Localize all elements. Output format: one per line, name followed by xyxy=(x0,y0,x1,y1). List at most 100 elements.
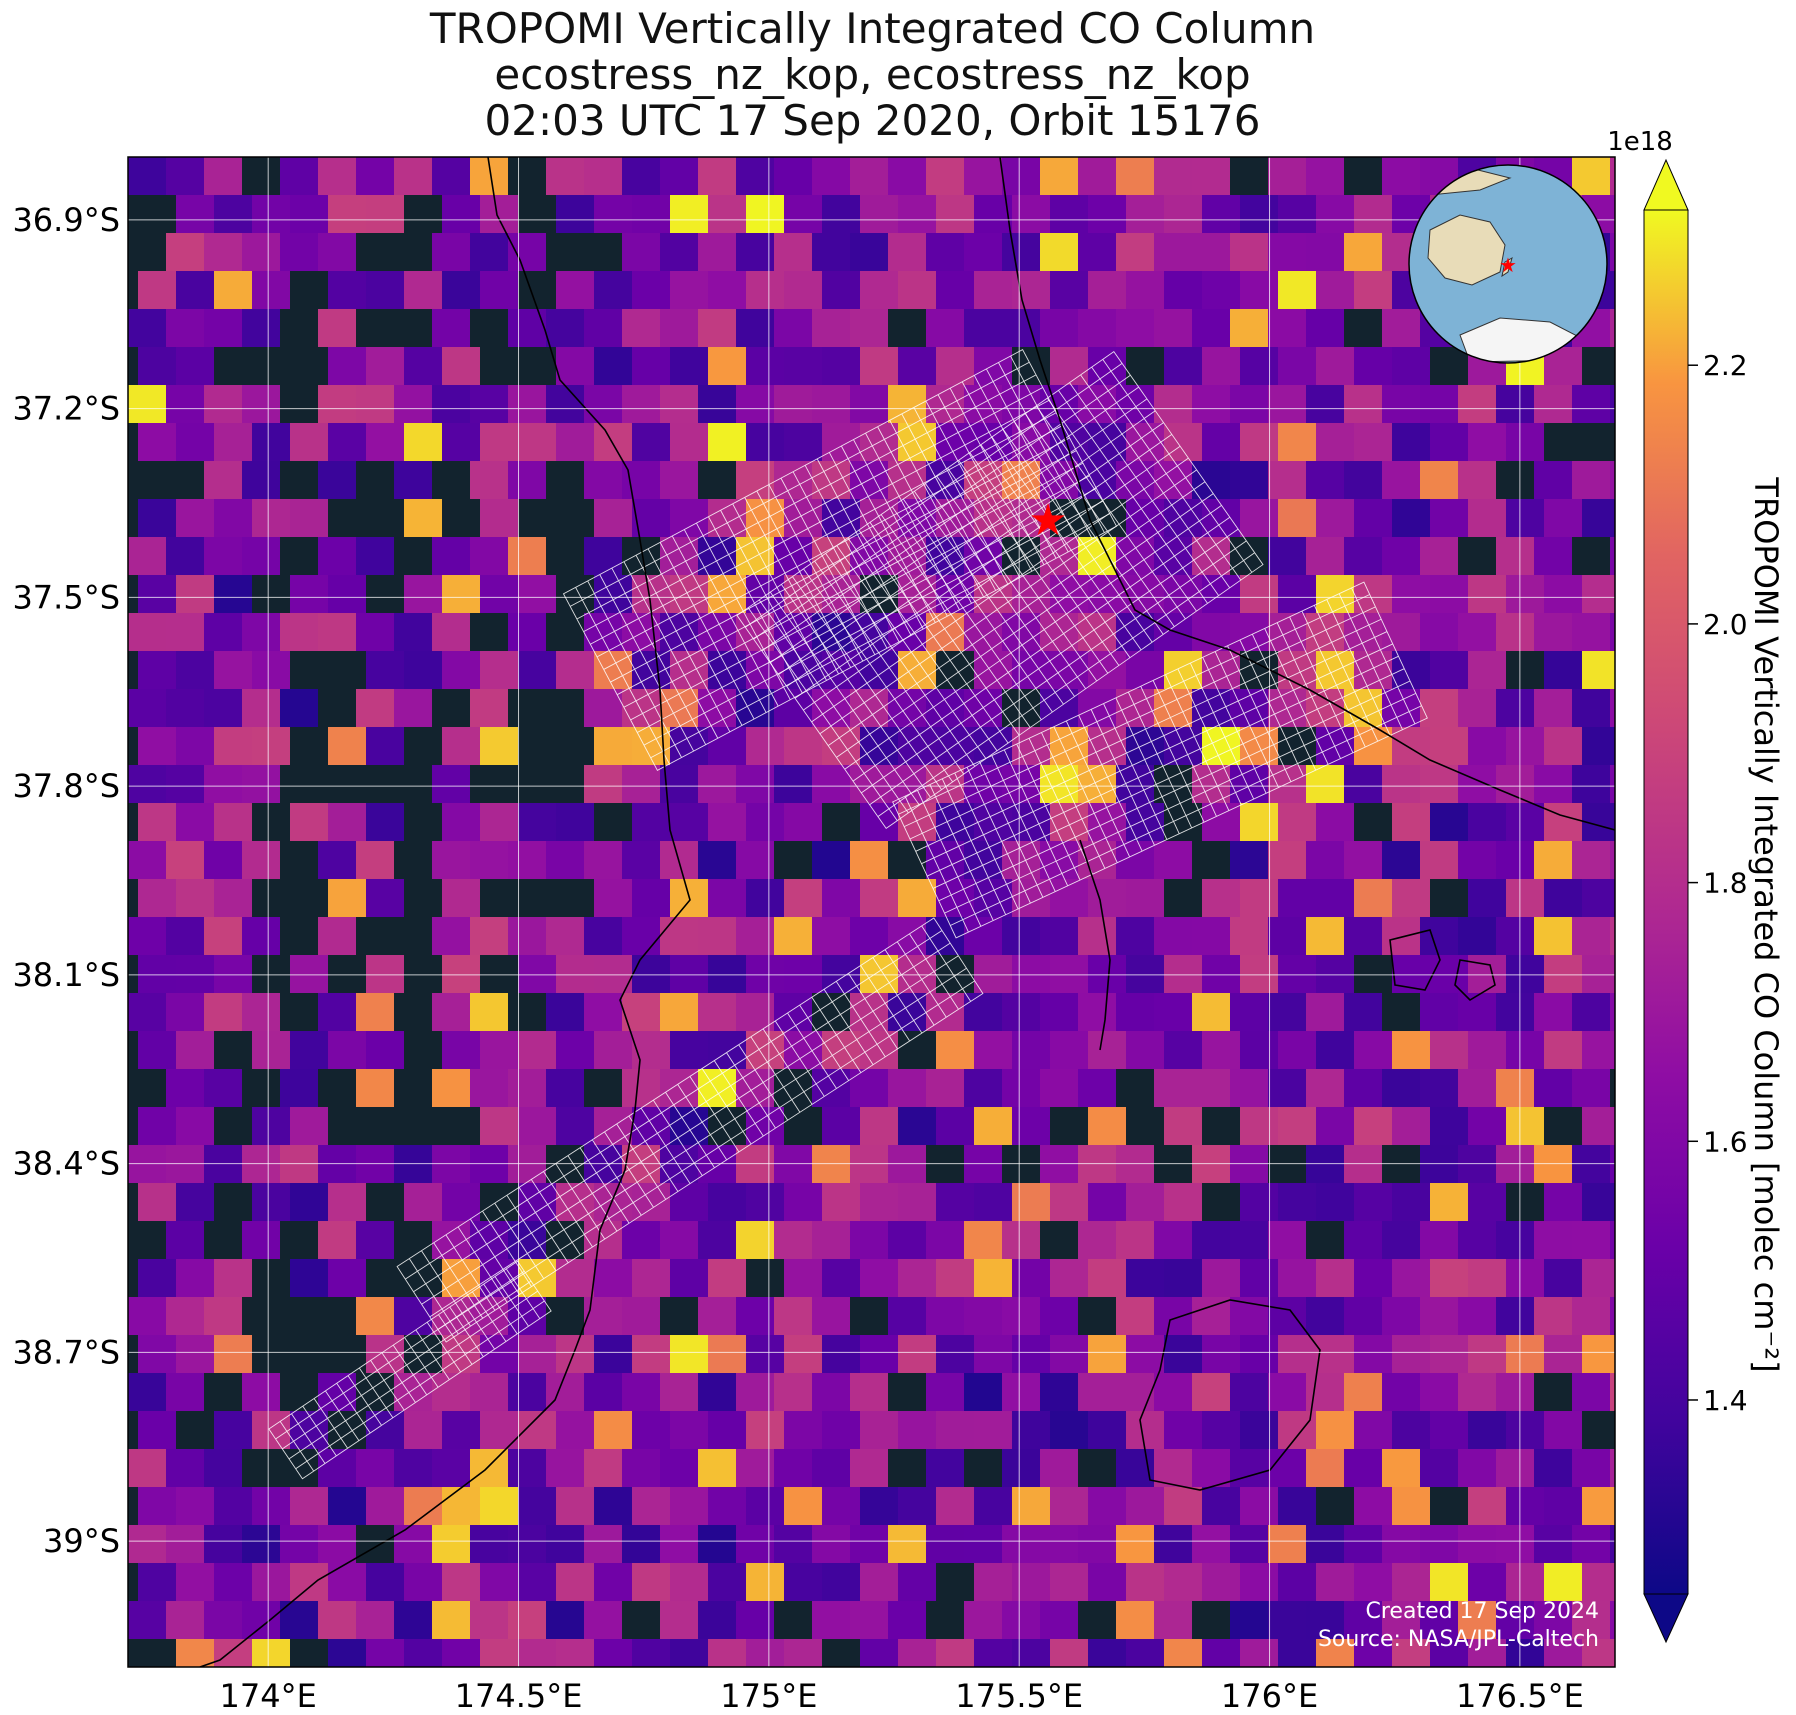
co-pixel xyxy=(1468,499,1506,537)
co-pixel xyxy=(1610,917,1615,955)
co-pixel xyxy=(1230,1221,1268,1259)
co-pixel xyxy=(1154,461,1192,499)
co-pixel xyxy=(1420,1449,1458,1487)
co-pixel xyxy=(1116,689,1154,727)
co-pixel xyxy=(366,1639,404,1667)
co-pixel xyxy=(1468,1183,1506,1221)
co-pixel xyxy=(964,1069,1002,1107)
co-pixel xyxy=(812,309,850,347)
co-pixel xyxy=(1268,1525,1306,1563)
co-pixel xyxy=(328,803,366,841)
co-pixel xyxy=(670,1411,708,1449)
co-pixel xyxy=(214,499,252,537)
co-pixel xyxy=(1382,1601,1420,1639)
co-pixel xyxy=(1192,613,1230,651)
co-pixel xyxy=(670,1335,708,1373)
co-pixel xyxy=(1392,1411,1430,1449)
co-pixel xyxy=(1344,1297,1382,1335)
co-pixel xyxy=(1420,1525,1458,1563)
co-pixel xyxy=(470,1525,508,1563)
co-pixel xyxy=(850,1677,888,1715)
co-pixel xyxy=(698,1221,736,1259)
co-pixel xyxy=(442,1639,480,1667)
co-pixel xyxy=(432,1525,470,1563)
co-pixel xyxy=(1154,1373,1192,1411)
co-pixel xyxy=(1430,1183,1468,1221)
co-pixel xyxy=(1582,651,1615,689)
co-pixel xyxy=(1126,1031,1164,1069)
co-pixel xyxy=(594,1031,632,1069)
co-pixel xyxy=(622,917,660,955)
co-pixel xyxy=(166,385,204,423)
co-pixel xyxy=(252,651,290,689)
co-pixel xyxy=(1392,879,1430,917)
co-pixel xyxy=(138,1183,176,1221)
co-pixel xyxy=(1354,1487,1392,1525)
co-pixel xyxy=(1496,917,1534,955)
co-pixel xyxy=(1420,385,1458,423)
co-pixel xyxy=(1496,385,1534,423)
co-pixel xyxy=(898,1259,936,1297)
co-pixel xyxy=(1230,309,1268,347)
co-pixel xyxy=(394,1525,432,1563)
co-pixel xyxy=(1268,385,1306,423)
co-pixel xyxy=(432,917,470,955)
co-pixel xyxy=(964,309,1002,347)
co-pixel xyxy=(898,347,936,385)
co-pixel xyxy=(1154,385,1192,423)
co-pixel xyxy=(356,385,394,423)
co-pixel xyxy=(508,841,546,879)
co-pixel xyxy=(128,537,166,575)
co-pixel xyxy=(366,1487,404,1525)
co-pixel xyxy=(1610,309,1615,347)
co-pixel xyxy=(888,1221,926,1259)
co-pixel xyxy=(394,689,432,727)
co-pixel xyxy=(822,1335,860,1373)
co-pixel xyxy=(556,1487,594,1525)
co-pixel xyxy=(708,1259,746,1297)
co-pixel xyxy=(318,1449,356,1487)
co-pixel xyxy=(242,613,280,651)
co-pixel xyxy=(1354,1259,1392,1297)
co-pixel xyxy=(1078,1069,1116,1107)
co-pixel xyxy=(1610,537,1615,575)
co-pixel xyxy=(1268,1297,1306,1335)
co-pixel xyxy=(442,195,480,233)
co-pixel xyxy=(166,689,204,727)
co-pixel xyxy=(214,195,252,233)
co-pixel xyxy=(1154,1449,1192,1487)
co-pixel xyxy=(1572,1069,1610,1107)
co-pixel xyxy=(318,309,356,347)
co-pixel xyxy=(1002,1297,1040,1335)
co-pixel xyxy=(1240,423,1278,461)
co-pixel xyxy=(898,879,936,917)
co-pixel xyxy=(318,1525,356,1563)
co-pixel xyxy=(1202,271,1240,309)
co-pixel xyxy=(1610,1677,1648,1715)
co-pixel xyxy=(1544,955,1582,993)
co-pixel xyxy=(556,1259,594,1297)
co-pixel xyxy=(1354,1563,1392,1601)
globe-australia xyxy=(1427,214,1506,286)
co-pixel xyxy=(632,1487,670,1525)
co-pixel xyxy=(1496,1525,1534,1563)
co-pixel xyxy=(404,575,442,613)
co-pixel xyxy=(1392,499,1430,537)
co-pixel xyxy=(1354,423,1392,461)
co-pixel xyxy=(1306,157,1344,195)
globe-outline xyxy=(1408,164,1608,364)
co-pixel xyxy=(736,1525,774,1563)
co-pixel xyxy=(1240,955,1278,993)
co-pixel xyxy=(470,233,508,271)
co-pixel xyxy=(736,1449,774,1487)
co-pixel xyxy=(166,1449,204,1487)
co-pixel xyxy=(860,1411,898,1449)
co-pixel xyxy=(594,727,632,765)
co-pixel xyxy=(1164,271,1202,309)
co-pixel xyxy=(1012,1335,1050,1373)
co-pixel xyxy=(594,955,632,993)
co-pixel xyxy=(670,423,708,461)
co-pixel xyxy=(366,803,404,841)
co-pixel xyxy=(242,1525,280,1563)
co-pixel xyxy=(1316,1031,1354,1069)
